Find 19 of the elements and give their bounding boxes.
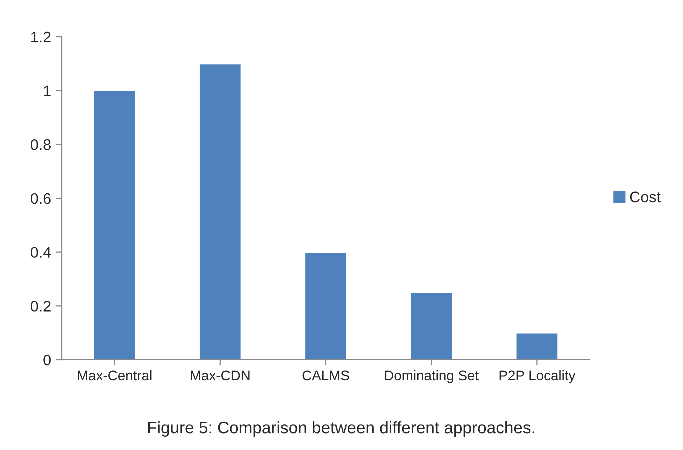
x-tick-label: Max-Central bbox=[78, 370, 152, 381]
y-tick-label: 0 bbox=[44, 354, 51, 366]
y-tick-label: 0.2 bbox=[30, 301, 51, 312]
x-tick-label: Dominating Set bbox=[385, 370, 479, 384]
x-tick-label: Max-CDN bbox=[191, 370, 250, 381]
bar bbox=[410, 292, 454, 360]
bar bbox=[304, 252, 348, 360]
y-tick-label: 0.4 bbox=[30, 247, 52, 258]
caption: Figure 5: Comparison between different approaches. bbox=[148, 421, 534, 437]
y-tick-label: 1 bbox=[44, 86, 51, 96]
x-tick-label: P2P Locality bbox=[500, 370, 576, 384]
bar bbox=[92, 90, 137, 360]
y-tick-label: 0.6 bbox=[30, 193, 51, 204]
bar bbox=[515, 332, 560, 360]
y-tick-label: 0.8 bbox=[30, 140, 51, 150]
y-tick-label: 1.2 bbox=[32, 32, 51, 43]
x-tick-label: CALMS bbox=[302, 370, 350, 381]
bar bbox=[198, 63, 242, 360]
legend-label: Cost bbox=[630, 192, 661, 203]
